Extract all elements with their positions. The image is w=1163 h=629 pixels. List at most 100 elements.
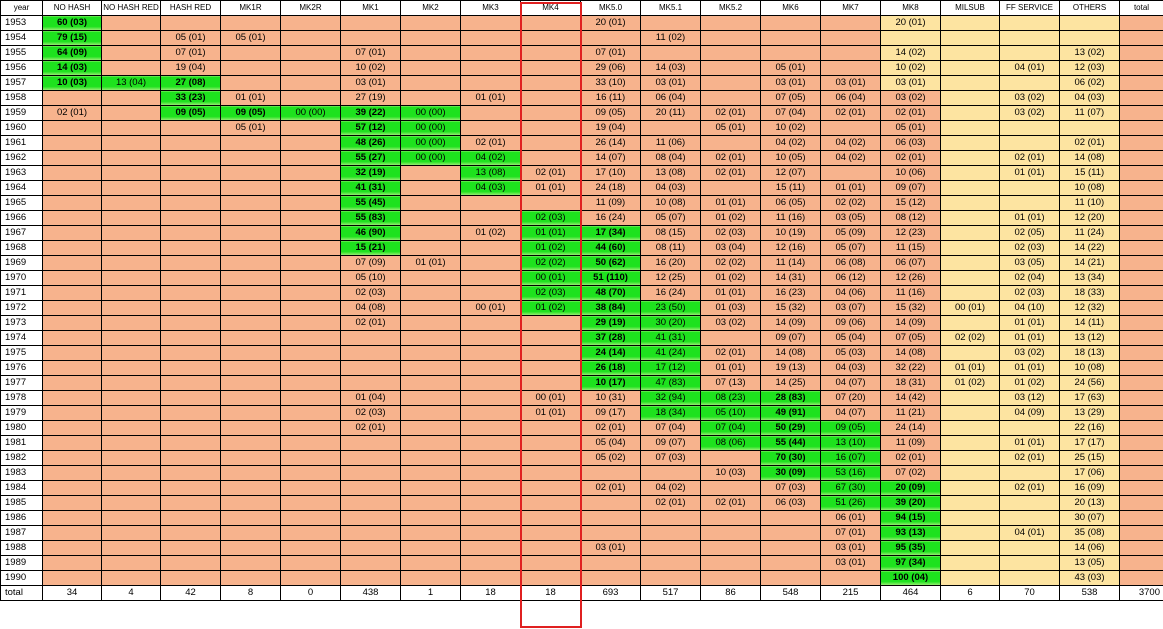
data-cell[interactable] [160, 150, 221, 166]
column-total-cell[interactable]: 1 [400, 585, 461, 601]
data-cell[interactable]: 02 (01) [999, 150, 1060, 166]
data-cell[interactable] [101, 435, 161, 451]
data-cell[interactable]: 01 (04) [340, 390, 401, 406]
data-cell[interactable]: 04 (06) [820, 285, 881, 301]
data-cell[interactable] [400, 345, 461, 361]
data-cell[interactable]: 50 (29) [760, 420, 821, 436]
data-cell[interactable] [160, 525, 221, 541]
data-cell[interactable]: 02 (02) [520, 255, 581, 271]
year-cell[interactable]: 1962 [0, 150, 43, 166]
data-cell[interactable]: 15 (21) [340, 240, 401, 256]
data-cell[interactable]: 06 (02) [1059, 75, 1120, 91]
data-cell[interactable]: 02 (01) [42, 105, 102, 121]
data-cell[interactable] [160, 270, 221, 286]
data-cell[interactable] [460, 195, 521, 211]
data-cell[interactable]: 16 (24) [640, 285, 701, 301]
data-cell[interactable]: 01 (01) [700, 360, 761, 376]
data-cell[interactable]: 20 (09) [880, 480, 941, 496]
data-cell[interactable] [640, 555, 701, 571]
data-cell[interactable] [340, 15, 401, 31]
data-cell[interactable] [400, 60, 461, 76]
data-cell[interactable] [999, 195, 1060, 211]
data-cell[interactable] [220, 360, 281, 376]
data-cell[interactable]: 01 (01) [999, 165, 1060, 181]
data-cell[interactable]: 05 (01) [880, 120, 941, 136]
data-cell[interactable] [700, 510, 761, 526]
data-cell[interactable]: 06 (03) [880, 135, 941, 151]
data-cell[interactable] [160, 210, 221, 226]
data-cell[interactable] [160, 510, 221, 526]
data-cell[interactable] [400, 165, 461, 181]
data-cell[interactable]: 02 (01) [700, 150, 761, 166]
data-cell[interactable]: 03 (01) [820, 75, 881, 91]
data-cell[interactable] [400, 75, 461, 91]
data-cell[interactable]: 07 (05) [880, 330, 941, 346]
data-cell[interactable]: 17 (63) [1059, 390, 1120, 406]
data-cell[interactable]: 11 (14) [760, 255, 821, 271]
year-cell[interactable]: 1964 [0, 180, 43, 196]
data-cell[interactable] [42, 420, 102, 436]
data-cell[interactable]: 100 (04) [880, 570, 941, 586]
data-cell[interactable]: 20 (01) [580, 15, 641, 31]
data-cell[interactable] [520, 435, 581, 451]
data-cell[interactable]: 47 (83) [640, 375, 701, 391]
data-cell[interactable] [760, 510, 821, 526]
data-cell[interactable] [940, 195, 1000, 211]
data-cell[interactable] [999, 555, 1060, 571]
data-cell[interactable] [460, 60, 521, 76]
data-cell[interactable] [280, 150, 341, 166]
data-cell[interactable]: 02 (01) [820, 105, 881, 121]
data-cell[interactable] [460, 285, 521, 301]
data-cell[interactable] [460, 495, 521, 511]
data-cell[interactable] [101, 165, 161, 181]
data-cell[interactable]: 06 (04) [640, 90, 701, 106]
data-cell[interactable]: 38 (84) [580, 300, 641, 316]
data-cell[interactable] [940, 420, 1000, 436]
data-cell[interactable]: 07 (01) [340, 45, 401, 61]
data-cell[interactable]: 10 (17) [580, 375, 641, 391]
data-cell[interactable] [520, 360, 581, 376]
data-cell[interactable] [220, 225, 281, 241]
data-cell[interactable] [1119, 555, 1163, 571]
data-cell[interactable] [220, 495, 281, 511]
data-cell[interactable] [520, 510, 581, 526]
data-cell[interactable]: 07 (03) [760, 480, 821, 496]
data-cell[interactable]: 14 (08) [760, 345, 821, 361]
data-cell[interactable] [101, 60, 161, 76]
data-cell[interactable]: 02 (03) [700, 225, 761, 241]
column-total-cell[interactable]: 0 [280, 585, 341, 601]
data-cell[interactable] [400, 390, 461, 406]
data-cell[interactable]: 57 (12) [340, 120, 401, 136]
data-cell[interactable] [101, 285, 161, 301]
data-cell[interactable] [400, 285, 461, 301]
data-cell[interactable] [42, 90, 102, 106]
year-cell[interactable]: 1990 [0, 570, 43, 586]
data-cell[interactable]: 04 (10) [999, 300, 1060, 316]
data-cell[interactable] [940, 495, 1000, 511]
data-cell[interactable] [42, 495, 102, 511]
data-cell[interactable]: 02 (02) [820, 195, 881, 211]
data-cell[interactable] [160, 345, 221, 361]
data-cell[interactable] [400, 315, 461, 331]
data-cell[interactable] [400, 195, 461, 211]
data-cell[interactable]: 11 (07) [1059, 105, 1120, 121]
data-cell[interactable] [1119, 570, 1163, 586]
data-cell[interactable] [340, 555, 401, 571]
column-header[interactable]: MK3 [460, 0, 521, 16]
data-cell[interactable] [220, 345, 281, 361]
data-cell[interactable]: 03 (05) [999, 255, 1060, 271]
year-cell[interactable]: 1967 [0, 225, 43, 241]
data-cell[interactable] [220, 45, 281, 61]
data-cell[interactable]: 05 (01) [700, 120, 761, 136]
data-cell[interactable] [1119, 15, 1163, 31]
data-cell[interactable] [580, 555, 641, 571]
data-cell[interactable] [400, 525, 461, 541]
data-cell[interactable]: 48 (26) [340, 135, 401, 151]
data-cell[interactable] [700, 540, 761, 556]
data-cell[interactable]: 02 (03) [999, 240, 1060, 256]
data-cell[interactable] [280, 15, 341, 31]
data-cell[interactable]: 53 (16) [820, 465, 881, 481]
year-cell[interactable]: 1969 [0, 255, 43, 271]
data-cell[interactable] [42, 210, 102, 226]
data-cell[interactable] [220, 570, 281, 586]
